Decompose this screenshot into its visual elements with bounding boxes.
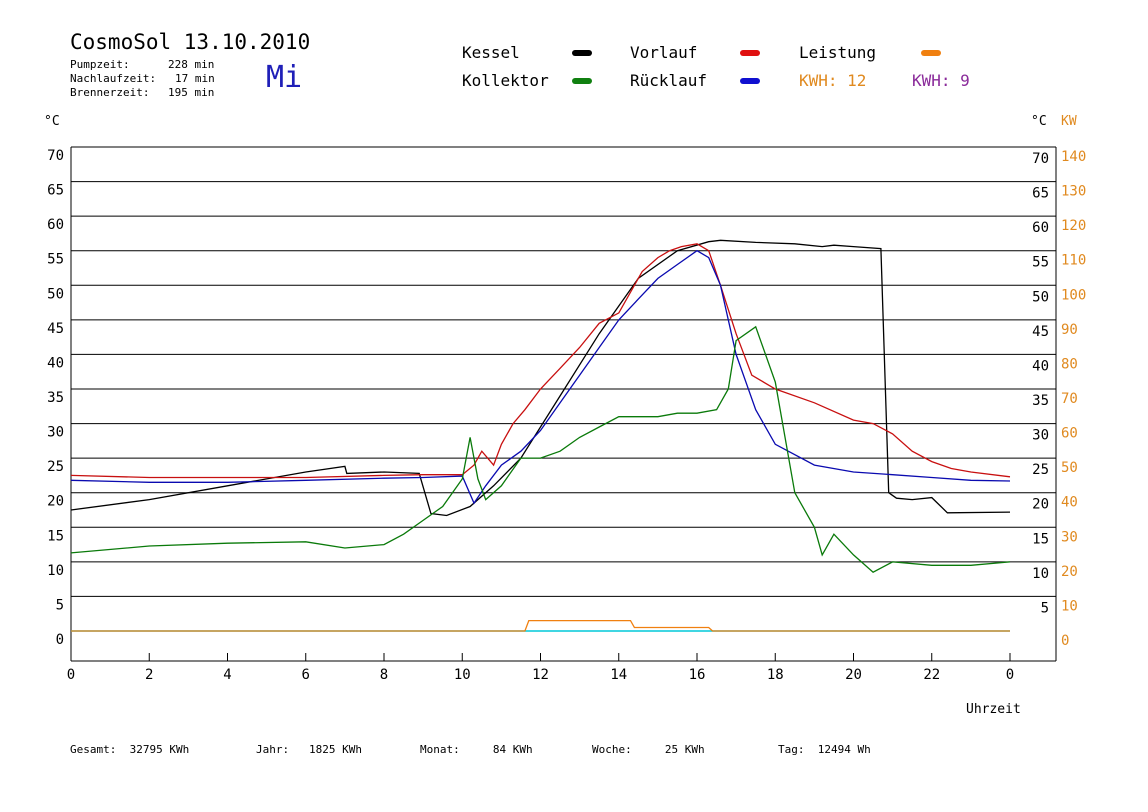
y-right-c-tick-label: 15 (1032, 531, 1049, 547)
legend-kollektor-swatch (572, 78, 592, 84)
y-tick-label: 65 (47, 183, 64, 199)
y-tick-label: 10 (47, 563, 64, 579)
y-tick-label: 0 (56, 632, 64, 648)
y-tick-label: 30 (47, 425, 64, 441)
x-axis-label: Uhrzeit (966, 702, 1021, 717)
footer-monat: Monat: 84 KWh (420, 743, 533, 756)
series-kessel-line (70, 239, 1011, 517)
y-right-c-tick-label: 5 (1041, 600, 1049, 616)
chart-title: CosmoSol 13.10.2010 (70, 30, 311, 54)
y-right-kw-tick-label: 80 (1061, 356, 1078, 372)
legend-ruecklauf-swatch (740, 78, 760, 84)
y-right-kw-tick-label: 0 (1061, 633, 1069, 649)
y-right-kw-tick-label: 120 (1061, 218, 1086, 234)
footer-gesamt: Gesamt: 32795 KWh (70, 743, 190, 756)
stat-label: Nachlaufzeit: (70, 72, 157, 85)
y-right-c-tick-label: 50 (1032, 289, 1049, 305)
stat-value: 17 min (175, 72, 215, 85)
x-tick-label: 14 (610, 667, 627, 683)
y-right-kw-tick-label: 90 (1061, 322, 1078, 338)
legend-vorlauf-swatch (740, 50, 760, 56)
y-right-kw-tick-label: 60 (1061, 426, 1078, 442)
y-right-c-tick-label: 45 (1032, 324, 1049, 340)
series-vorlauf-line (70, 243, 1011, 479)
y-right-c-tick-label: 35 (1032, 393, 1049, 409)
right-unit-c-label: °C (1031, 114, 1047, 129)
legend-leistung-label: Leistung (799, 43, 877, 62)
stat-label: Pumpzeit: (70, 58, 130, 71)
y-right-c-tick-label: 30 (1032, 428, 1049, 444)
right-unit-kw-label: KW (1061, 114, 1077, 129)
legend-kwh-purple: KWH: 9 (912, 71, 970, 90)
y-right-c-tick-label: 10 (1032, 566, 1049, 582)
series-leistung-line (71, 619, 1010, 632)
y-tick-label: 40 (47, 355, 64, 371)
stat-label: Brennerzeit: (70, 86, 150, 99)
y-tick-label: 45 (47, 321, 64, 337)
x-tick-label: 22 (923, 667, 940, 683)
footer-woche: Woche: 25 KWh (592, 743, 705, 756)
legend-vorlauf-label: Vorlauf (630, 43, 698, 62)
legend-kwh-orange: KWH: 12 (799, 71, 867, 90)
y-right-c-tick-label: 65 (1032, 186, 1049, 202)
y-tick-label: 60 (47, 217, 64, 233)
stat-nachlaufzeit: Nachlaufzeit: 17 min (70, 71, 215, 86)
y-tick-label: 15 (47, 528, 64, 544)
y-right-kw-tick-label: 110 (1061, 253, 1086, 269)
legend-kessel-swatch (572, 50, 592, 56)
y-tick-label: 20 (47, 494, 64, 510)
y-tick-label: 35 (47, 390, 64, 406)
x-tick-label: 2 (145, 667, 153, 683)
y-tick-label: 70 (47, 148, 64, 164)
series-ruecklauf-line (70, 249, 1011, 505)
series-kollektor-line (70, 325, 1011, 573)
x-tick-label: 0 (1006, 667, 1014, 683)
y-right-kw-tick-label: 30 (1061, 529, 1078, 545)
x-tick-label: 12 (532, 667, 549, 683)
x-tick-label: 0 (67, 667, 75, 683)
y-tick-label: 50 (47, 286, 64, 302)
y-right-c-tick-label: 40 (1032, 358, 1049, 374)
y-tick-label: 25 (47, 459, 64, 475)
stat-brennerzeit: Brennerzeit: 195 min (70, 85, 214, 100)
stat-value: 228 min (168, 58, 215, 71)
legend-ruecklauf-label: Rücklauf (630, 71, 708, 90)
x-tick-label: 20 (845, 667, 862, 683)
y-right-c-tick-label: 60 (1032, 220, 1049, 236)
y-right-kw-tick-label: 20 (1061, 564, 1078, 580)
legend-leistung-swatch (921, 50, 941, 56)
y-right-c-tick-label: 70 (1032, 151, 1049, 167)
x-tick-label: 18 (767, 667, 784, 683)
x-tick-label: 4 (223, 667, 231, 683)
footer-tag: Tag: 12494 Wh (778, 743, 871, 756)
y-right-kw-tick-label: 70 (1061, 391, 1078, 407)
legend-kessel-label: Kessel (462, 43, 520, 62)
y-right-kw-tick-label: 100 (1061, 287, 1086, 303)
x-tick-label: 8 (380, 667, 388, 683)
y-right-kw-tick-label: 50 (1061, 460, 1078, 476)
y-right-c-tick-label: 55 (1032, 255, 1049, 271)
x-tick-label: 6 (302, 667, 310, 683)
y-tick-label: 5 (56, 597, 64, 613)
y-right-c-tick-label: 20 (1032, 497, 1049, 513)
y-tick-label: 55 (47, 252, 64, 268)
x-tick-label: 10 (454, 667, 471, 683)
y-right-kw-tick-label: 140 (1061, 149, 1086, 165)
weekday-label: Mi (266, 60, 303, 95)
y-right-kw-tick-label: 40 (1061, 495, 1078, 511)
x-tick-label: 16 (689, 667, 706, 683)
y-right-c-tick-label: 25 (1032, 462, 1049, 478)
stat-pumpzeit: Pumpzeit: 228 min (70, 57, 214, 72)
stat-value: 195 min (168, 86, 215, 99)
footer-jahr: Jahr: 1825 KWh (256, 743, 362, 756)
left-unit-label: °C (44, 114, 60, 129)
y-right-kw-tick-label: 130 (1061, 184, 1086, 200)
legend-kollektor-label: Kollektor (462, 71, 549, 90)
y-right-kw-tick-label: 10 (1061, 598, 1078, 614)
